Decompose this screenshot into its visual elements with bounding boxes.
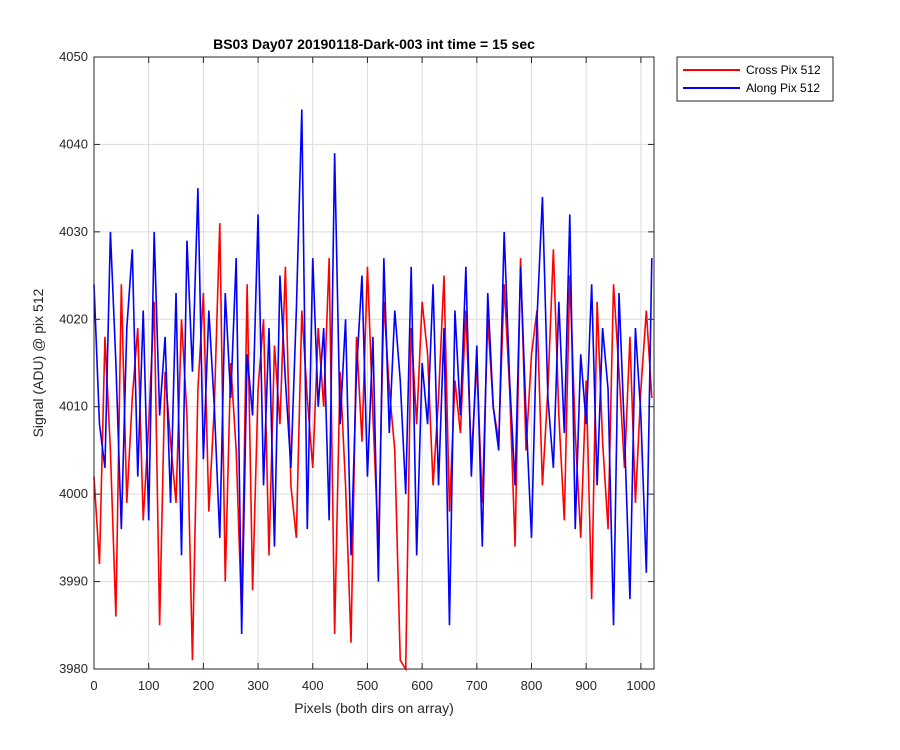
x-tick-label: 200 xyxy=(193,678,215,693)
y-tick-label: 3990 xyxy=(59,574,88,589)
y-tick-label: 4010 xyxy=(59,399,88,414)
y-tick-label: 3980 xyxy=(59,661,88,676)
x-tick-label: 1000 xyxy=(626,678,655,693)
x-tick-label: 900 xyxy=(575,678,597,693)
y-tick-label: 4040 xyxy=(59,136,88,151)
chart-title: BS03 Day07 20190118-Dark-003 int time = … xyxy=(213,36,535,52)
legend-label-along: Along Pix 512 xyxy=(746,81,820,95)
series-layer xyxy=(93,109,653,672)
x-axis-label: Pixels (both dirs on array) xyxy=(294,700,454,716)
legend-label-cross: Cross Pix 512 xyxy=(746,63,821,77)
y-tick-label: 4020 xyxy=(59,311,88,326)
grid xyxy=(94,57,654,669)
legend: Cross Pix 512 Along Pix 512 xyxy=(676,56,834,102)
plot-frame xyxy=(93,56,655,670)
x-tick-label: 300 xyxy=(247,678,269,693)
y-tick-label: 4050 xyxy=(59,49,88,64)
y-axis-label: Signal (ADU) @ pix 512 xyxy=(30,288,46,437)
y-tick-label: 4000 xyxy=(59,486,88,501)
x-tick-label: 500 xyxy=(357,678,379,693)
y-tick-label: 4030 xyxy=(59,224,88,239)
ticks xyxy=(93,56,654,670)
x-tick-label: 800 xyxy=(521,678,543,693)
x-tick-label: 700 xyxy=(466,678,488,693)
x-tick-label: 400 xyxy=(302,678,324,693)
legend-box xyxy=(676,56,834,102)
tick-labels: 0 100 200 300 400 500 600 700 800 900 1000 3980 3990… xyxy=(59,49,655,693)
x-tick-label: 0 xyxy=(90,678,97,693)
x-tick-label: 100 xyxy=(138,678,160,693)
x-tick-label: 600 xyxy=(411,678,433,693)
